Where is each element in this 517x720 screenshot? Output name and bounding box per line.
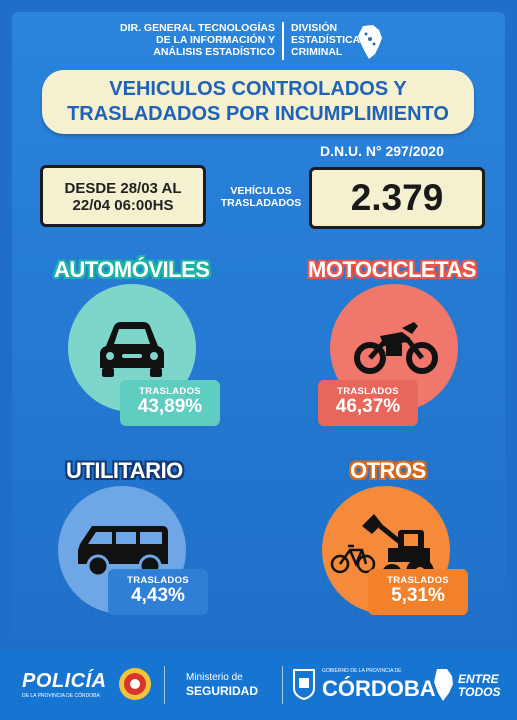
province-map-icon [358,25,382,59]
org-line-1: DIR. GENERAL TECNOLOGÍAS [120,22,275,34]
vehicles-label-line-2: TRASLADADOS [220,197,302,209]
todos-text: TODOS [458,685,501,699]
footer-divider [164,666,165,704]
police-badge-icon [119,668,151,700]
category-tag-motocicletas: TRASLADOS 46,37% [318,380,418,426]
title-line-2: TRASLADADOS POR INCUMPLIMIENTO [67,103,449,125]
tag-label: TRASLADOS [337,386,399,397]
entre-text: ENTRE [458,672,499,686]
category-title-automoviles: AUTOMÓVILES [54,257,210,282]
vehicles-transferred-label: VEHÍCULOS TRASLADADOS [216,185,306,209]
category-percentage: 4,43% [131,585,185,606]
province-shield-icon [293,669,315,700]
footer-divider [282,666,283,704]
gobierno-text: GOBIERNO DE LA PROVINCIA DE [322,668,402,674]
period-line-1: DESDE 28/03 AL [64,180,182,197]
category-title-otros: OTROS [350,458,426,483]
division-name: DIVISIÓN ESTADÍSTICA CRIMINAL [291,22,360,58]
policia-logo-text: POLICÍA [22,670,107,692]
van-icon [78,526,168,578]
category-tag-otros: TRASLADOS 5,31% [368,569,468,615]
division-line-2: ESTADÍSTICA [291,34,361,46]
footer: POLICÍA DE LA PROVINCIA DE CÓRDOBA Minis… [0,650,517,720]
category-percentage: 5,31% [391,585,445,606]
org-line-2: DE LA INFORMACIÓN Y [155,34,275,46]
cordoba-logo-text: CÓRDOBA [322,676,436,701]
motorcycle-icon [354,322,438,374]
division-line-3: CRIMINAL [291,46,343,58]
category-title-motocicletas: MOTOCICLETAS [308,257,476,282]
org-line-3: ANÁLISIS ESTADÍSTICO [153,46,275,58]
total-count: 2.379 [350,177,444,218]
car-icon [100,322,164,377]
title-line-1: VEHICULOS CONTROLADOS Y [109,78,407,100]
category-tag-automoviles: TRASLADOS 43,89% [120,380,220,426]
ministerio-line-1: Ministerio de [186,672,243,683]
period-line-2: 22/04 06:00HS [72,197,174,214]
title-box: VEHICULOS CONTROLADOS Y TRASLADADOS POR … [42,70,474,134]
tag-label: TRASLADOS [387,575,449,586]
infographic-panel: DIR. GENERAL TECNOLOGÍAS DE LA INFORMACI… [12,12,505,646]
category-title-utilitario: UTILITARIO [66,458,183,483]
decree-label: D.N.U. N° 297/2020 [320,143,444,159]
period-box: DESDE 28/03 AL 22/04 06:00HS [40,165,206,227]
category-tag-utilitario: TRASLADOS 4,43% [108,569,208,615]
tag-label: TRASLADOS [139,386,201,397]
header-divider [282,22,284,60]
header: DIR. GENERAL TECNOLOGÍAS DE LA INFORMACI… [12,22,505,62]
tag-label: TRASLADOS [127,575,189,586]
entre-todos-map-icon [434,669,453,701]
org-name: DIR. GENERAL TECNOLOGÍAS DE LA INFORMACI… [120,22,275,58]
category-percentage: 43,89% [137,396,203,417]
division-line-1: DIVISIÓN [291,22,338,34]
total-box: 2.379 [309,167,485,229]
vehicles-label-line-1: VEHÍCULOS [230,185,292,197]
category-percentage: 46,37% [335,396,401,417]
policia-logo-subtitle: DE LA PROVINCIA DE CÓRDOBA [22,693,100,699]
ministerio-line-2: SEGURIDAD [186,684,259,698]
